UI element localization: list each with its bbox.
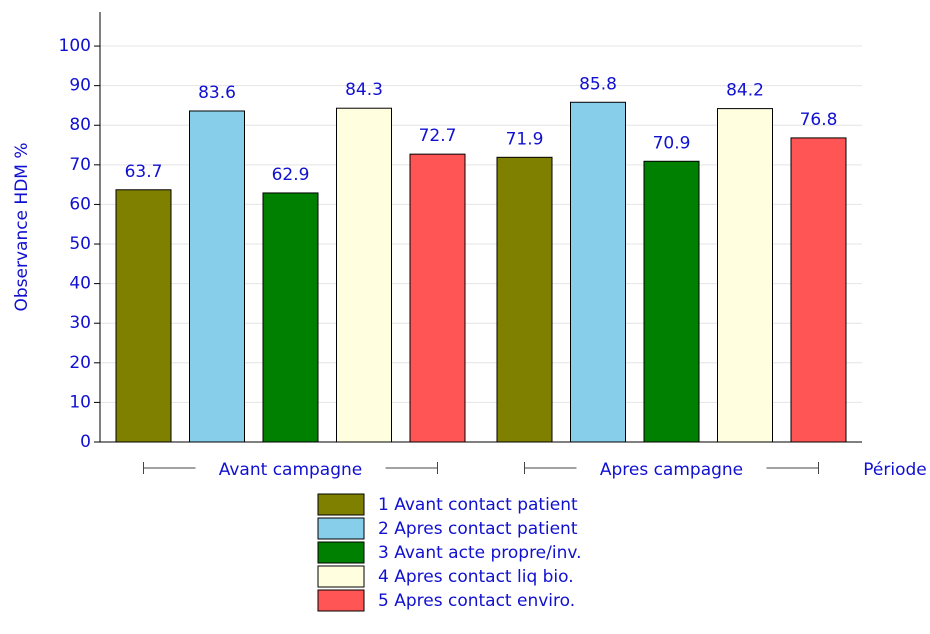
legend-swatch [317,517,365,540]
y-tick-label: 20 [69,353,91,373]
y-tick-label: 50 [69,234,91,254]
legend-label: 2 Apres contact patient [378,519,578,539]
legend-swatch [317,565,365,588]
legend-swatch [317,493,365,516]
bar [790,137,847,443]
value-label: 84.3 [345,80,383,100]
y-tick-label: 10 [69,392,91,412]
value-label: 83.6 [198,83,236,103]
value-label: 71.9 [506,129,544,149]
bar [496,156,553,443]
bar [115,189,172,443]
x-tick-label: Apres campagne [600,460,743,480]
y-tick-label: 60 [69,194,91,214]
value-label: 70.9 [653,133,691,153]
y-tick-label: 90 [69,76,91,96]
legend-swatch [317,589,365,612]
bar [570,101,626,443]
bar [336,107,392,443]
bar [262,192,319,443]
value-label: 62.9 [272,165,310,185]
bar [643,160,700,443]
legend-label: 3 Avant acte propre/inv. [378,543,582,563]
bar [189,110,245,443]
y-axis-label: Observance HDM % [12,142,32,311]
legend-label: 5 Apres contact enviro. [378,591,575,611]
y-tick-label: 70 [69,155,91,175]
bar [409,153,466,443]
x-axis-label: Période [863,460,926,480]
x-tick-label: Avant campagne [219,460,363,480]
y-tick-label: 0 [80,432,91,452]
y-tick-label: 40 [69,274,91,294]
bar [717,108,773,443]
y-tick-label: 80 [69,115,91,135]
legend-label: 1 Avant contact patient [378,495,578,515]
y-tick-label: 30 [69,313,91,333]
value-label: 63.7 [125,162,163,182]
value-label: 85.8 [579,74,617,94]
legend-label: 4 Apres contact liq bio. [378,567,574,587]
legend-swatch [317,541,365,564]
y-tick-label: 100 [59,36,91,56]
value-label: 72.7 [419,126,457,146]
value-label: 84.2 [726,81,764,101]
value-label: 76.8 [800,110,838,130]
